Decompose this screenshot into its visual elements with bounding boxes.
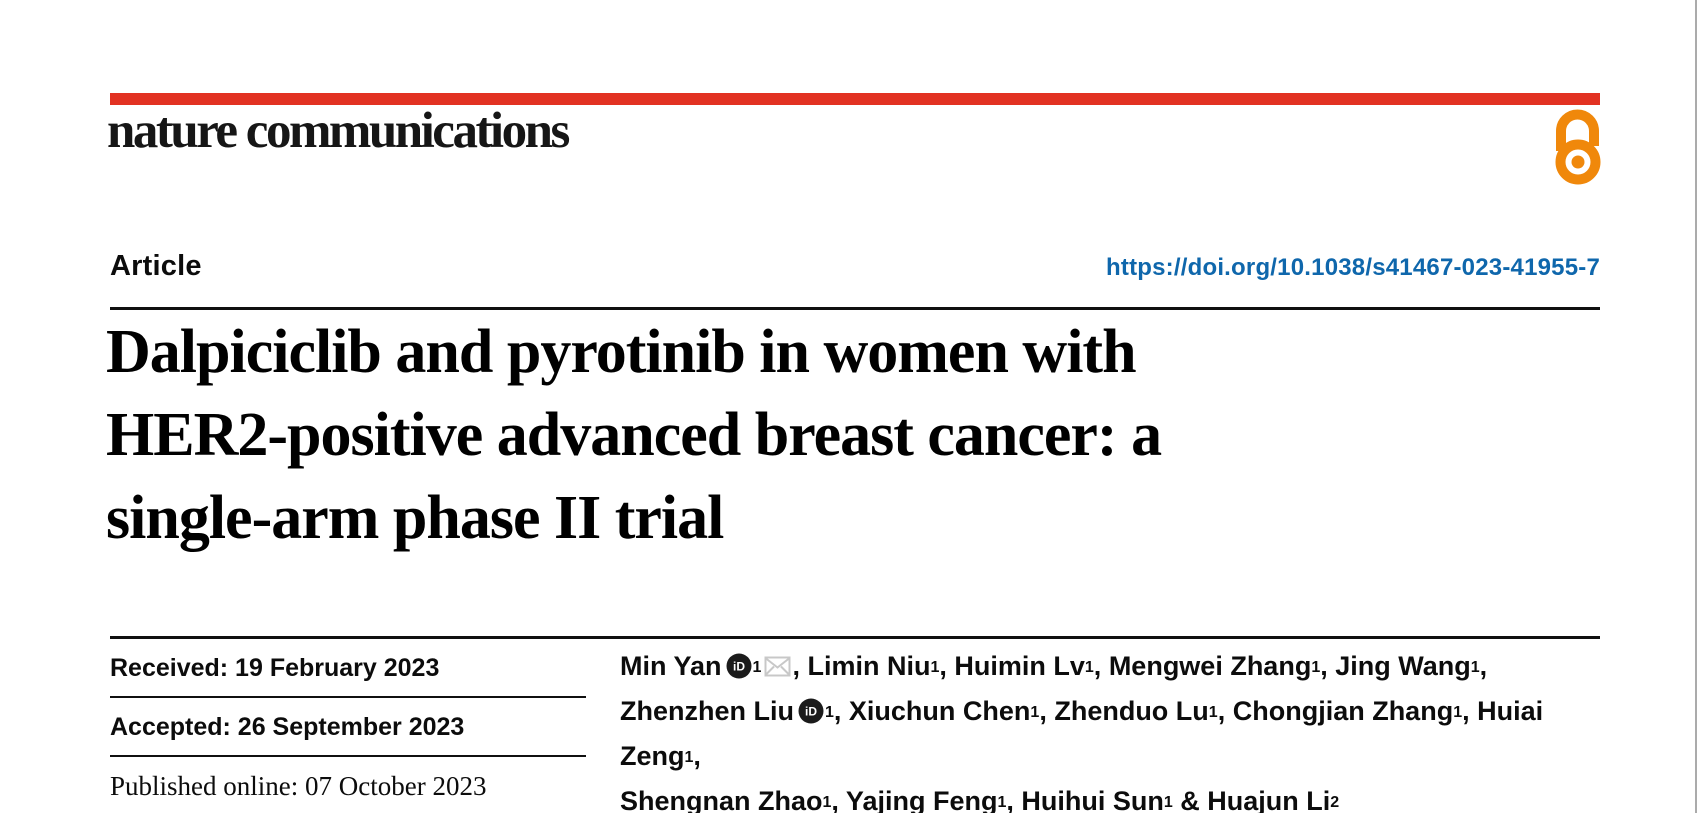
author-name: Min Yan [620,651,722,681]
author-name: Xiuchun Chen [848,696,1031,726]
history-panel: Received: 19 February 2023 Accepted: 26 … [110,639,586,813]
author-name: Huiai Zeng [620,696,1544,771]
article-title-line: single-arm phase II trial [106,484,724,552]
published-date: Published online: 07 October 2023 [110,757,586,813]
journal-brand-bar [110,93,1600,105]
author-affiliation-number: 2 [1330,794,1340,811]
article-title-line: HER2-positive advanced breast cancer: a [106,401,1162,469]
author-affiliation-number: 1 [997,794,1007,811]
author-name: Huimin Lv [954,651,1085,681]
orcid-icon: iD [798,698,824,724]
author-affiliation-number: 1 [752,659,762,676]
open-access-icon [1555,109,1601,185]
article-title-line: Dalpiciclib and pyrotinib in women with [106,318,1137,386]
header-divider [110,307,1600,310]
article-title: Dalpiciclib and pyrotinib in women with … [106,311,1606,560]
orcid-icon: iD [726,653,752,679]
author-name: Huihui Sun [1021,786,1164,813]
author-name: Chongjian Zhang [1232,696,1454,726]
author-line: Zhenzhen Liu iD 1, Xiuchun Chen1, Zhenduo … [620,696,1544,771]
doi-link[interactable]: https://doi.org/10.1038/s41467-023-41955… [1106,254,1600,281]
author-name: Limin Niu [807,651,931,681]
author-affiliation-number: 1 [1084,659,1094,676]
author-name: Mengwei Zhang [1108,651,1312,681]
author-name: Shengnan Zhao [620,786,823,813]
author-affiliation-number: 1 [822,794,832,811]
email-icon [764,656,791,677]
author-affiliation-number: 1 [1030,704,1040,721]
author-name: Zhenduo Lu [1054,696,1209,726]
received-date: Received: 19 February 2023 [110,639,586,698]
accepted-date: Accepted: 26 September 2023 [110,698,586,757]
author-name: Huajun Li [1207,786,1331,813]
author-affiliation-number: 1 [1208,704,1218,721]
svg-text:iD: iD [733,660,745,674]
author-name: Zhenzhen Liu [620,696,794,726]
article-type-label: Article [110,250,202,282]
author-line: Min Yan iD 1, Limin Niu1, Huimin Lv1, Meng… [620,651,1488,681]
author-affiliation-number: 1 [930,659,940,676]
info-divider [110,636,1600,639]
author-affiliation-number: 1 [1470,659,1480,676]
author-list: Min Yan iD 1, Limin Niu1, Huimin Lv1, Meng… [620,644,1580,813]
author-name: Yajing Feng [845,786,998,813]
page-edge [1695,0,1697,813]
author-affiliation-number: 1 [1311,659,1321,676]
svg-text:iD: iD [805,705,817,719]
author-affiliation-number: 1 [1163,794,1173,811]
journal-logo: nature communications [107,103,570,159]
author-affiliation-number: 1 [684,749,694,766]
author-affiliation-number: 1 [1453,704,1463,721]
author-line: Shengnan Zhao1, Yajing Feng1, Huihui Sun… [620,779,1580,813]
author-affiliation-number: 1 [824,704,834,721]
author-name: Jing Wang [1335,651,1471,681]
